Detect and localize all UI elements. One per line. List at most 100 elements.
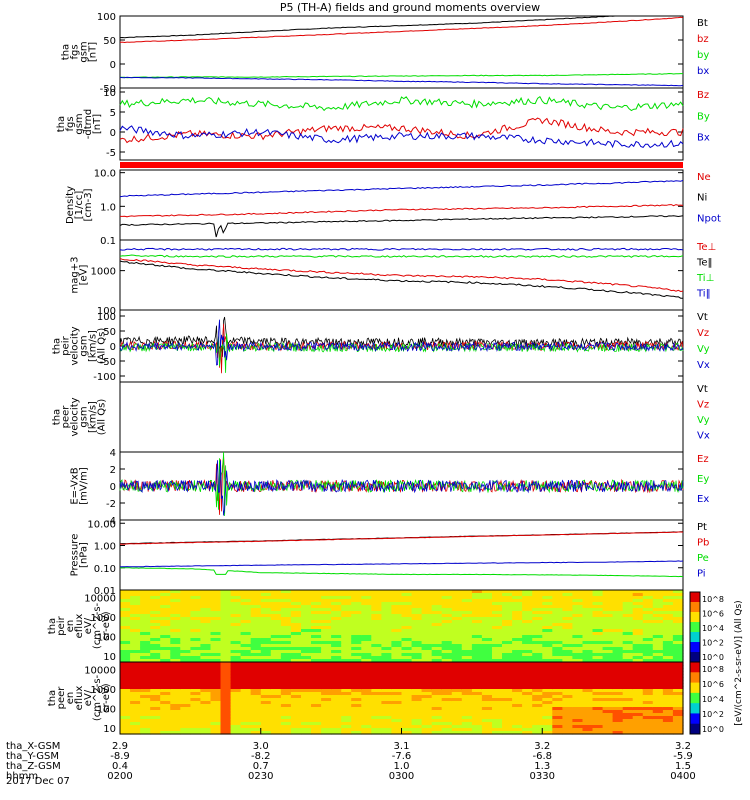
spectrogram-cell-peer-eflux — [351, 665, 362, 669]
spectrogram-cell-peer-eflux — [321, 713, 332, 717]
spectrogram-cell-peer-eflux — [270, 725, 282, 729]
spectrogram-cell-peir-eflux — [481, 608, 493, 612]
spectrogram-cell-peir-eflux — [361, 620, 372, 624]
spectrogram-cell-peir-eflux — [411, 596, 423, 600]
spectrogram-cell-peir-eflux — [150, 632, 161, 636]
spectrogram-cell-peer-eflux — [260, 668, 272, 672]
spectrogram-cell-peer-eflux — [371, 677, 382, 681]
spectrogram-cell-peir-eflux — [662, 641, 674, 645]
spectrogram-cell-peir-eflux — [250, 590, 262, 594]
spectrogram-cell-peir-eflux — [481, 641, 493, 645]
spectrogram-cell-peir-eflux — [562, 602, 574, 606]
spectrogram-cell-peir-eflux — [622, 632, 634, 636]
spectrogram-cell-peir-eflux — [280, 659, 292, 663]
spectrogram-cell-peir-eflux — [592, 629, 604, 633]
spectrogram-cell-peer-eflux — [592, 728, 604, 732]
spectrogram-cell-peir-eflux — [220, 596, 232, 600]
spectrogram-cell-peer-eflux — [502, 731, 513, 735]
xtick-hhmm: 0400 — [670, 771, 695, 782]
spectrogram-cell-peir-eflux — [512, 623, 523, 627]
spectrogram-cell-peer-eflux — [662, 713, 674, 717]
spectrogram-cell-peer-eflux — [632, 713, 644, 717]
spectrogram-cell-peir-eflux — [512, 590, 523, 594]
spectrogram-cell-peer-eflux — [612, 725, 624, 729]
spectrogram-cell-peir-eflux — [240, 629, 252, 633]
spectrogram-cell-peir-eflux — [150, 656, 161, 660]
spectrogram-cell-peir-eflux — [562, 614, 574, 618]
spectrogram-cell-peer-eflux — [552, 731, 563, 735]
spectrogram-cell-peer-eflux — [622, 680, 634, 684]
spectrogram-cell-peir-eflux — [160, 638, 171, 642]
spectrogram-cell-peer-eflux — [170, 692, 181, 696]
spectrogram-cell-peer-eflux — [471, 671, 483, 675]
xtick-tha_Z-GSM: 1.3 — [534, 761, 550, 772]
spectrogram-cell-peir-eflux — [371, 617, 382, 621]
colorbar-segment — [690, 672, 700, 684]
spectrogram-cell-peer-eflux — [351, 725, 362, 729]
spectrogram-cell-peer-eflux — [311, 713, 322, 717]
spectrogram-cell-peir-eflux — [150, 659, 161, 663]
spectrogram-cell-peer-eflux — [200, 698, 212, 702]
spectrogram-cell-peir-eflux — [361, 656, 372, 660]
spectrogram-cell-peer-eflux — [140, 665, 151, 669]
spectrogram-cell-peir-eflux — [321, 659, 332, 663]
spectrogram-cell-peir-eflux — [672, 632, 684, 636]
spectrogram-cell-peer-eflux — [602, 668, 614, 672]
spectrogram-cell-peer-eflux — [622, 716, 634, 720]
spectrogram-cell-peir-eflux — [140, 617, 151, 621]
spectrogram-cell-peir-eflux — [652, 623, 664, 627]
spectrogram-cell-peer-eflux — [321, 698, 332, 702]
spectrogram-cell-peir-eflux — [371, 626, 382, 630]
spectrogram-cell-peir-eflux — [622, 659, 634, 663]
spectrogram-cell-peir-eflux — [210, 611, 222, 615]
spectrogram-cell-peir-eflux — [381, 653, 393, 657]
spectrogram-cell-peer-eflux — [190, 713, 202, 717]
spectrogram-cell-peer-eflux — [190, 686, 202, 690]
spectrogram-cell-peir-eflux — [532, 593, 543, 597]
spectrogram-cell-peer-eflux — [130, 683, 141, 687]
ytick-fgs: 50 — [103, 36, 116, 47]
spectrogram-cell-peer-eflux — [130, 728, 141, 732]
spectrogram-cell-peer-eflux — [140, 677, 151, 681]
spectrogram-cell-peir-eflux — [481, 635, 493, 639]
spectrogram-cell-peir-eflux — [341, 617, 352, 621]
spectrogram-cell-peir-eflux — [421, 590, 433, 594]
spectrogram-cell-peir-eflux — [180, 647, 191, 651]
spectrogram-cell-peer-eflux — [170, 674, 181, 678]
spectrogram-cell-peir-eflux — [381, 590, 393, 594]
spectrogram-cell-peer-eflux — [240, 701, 252, 705]
spectrogram-cell-peir-eflux — [301, 599, 312, 603]
spectrogram-cell-peer-eflux — [210, 722, 222, 726]
spectrogram-cell-peir-eflux — [512, 593, 523, 597]
spectrogram-cell-peer-eflux — [170, 680, 181, 684]
spectrogram-cell-peer-eflux — [351, 716, 362, 720]
flag-bar — [120, 162, 683, 168]
spectrogram-cell-peir-eflux — [492, 626, 503, 630]
spectrogram-cell-peir-eflux — [290, 623, 302, 627]
spectrogram-cell-peer-eflux — [210, 716, 222, 720]
spectrogram-cell-peer-eflux — [140, 692, 151, 696]
spectrogram-cell-peer-eflux — [411, 707, 423, 711]
spectrogram-cell-peer-eflux — [210, 731, 222, 735]
spectrogram-cell-peer-eflux — [451, 701, 463, 705]
spectrogram-cell-peir-eflux — [441, 611, 453, 615]
spectrogram-cell-peir-eflux — [210, 602, 222, 606]
spectrogram-cell-peer-eflux — [612, 677, 624, 681]
spectrogram-cell-peer-eflux — [612, 722, 624, 726]
spectrogram-cell-peir-eflux — [381, 620, 393, 624]
spectrogram-cell-peer-eflux — [311, 677, 322, 681]
spectrogram-cell-peir-eflux — [612, 656, 624, 660]
spectrogram-cell-peir-eflux — [270, 644, 282, 648]
ylabel-peer-vel: [km/s] — [88, 401, 99, 433]
spectrogram-cell-peir-eflux — [662, 602, 674, 606]
spectrogram-cell-peir-eflux — [210, 656, 222, 660]
spectrogram-cell-peer-eflux — [532, 722, 543, 726]
spectrogram-cell-peer-eflux — [361, 692, 372, 696]
spectrogram-cell-peir-eflux — [652, 608, 664, 612]
spectrogram-cell-peer-eflux — [301, 689, 312, 693]
spectrogram-cell-peir-eflux — [140, 599, 151, 603]
spectrogram-cell-peir-eflux — [371, 653, 382, 657]
spectrogram-cell-peir-eflux — [120, 605, 131, 609]
spectrogram-cell-peir-eflux — [230, 626, 242, 630]
spectrogram-cell-peer-eflux — [441, 704, 453, 708]
